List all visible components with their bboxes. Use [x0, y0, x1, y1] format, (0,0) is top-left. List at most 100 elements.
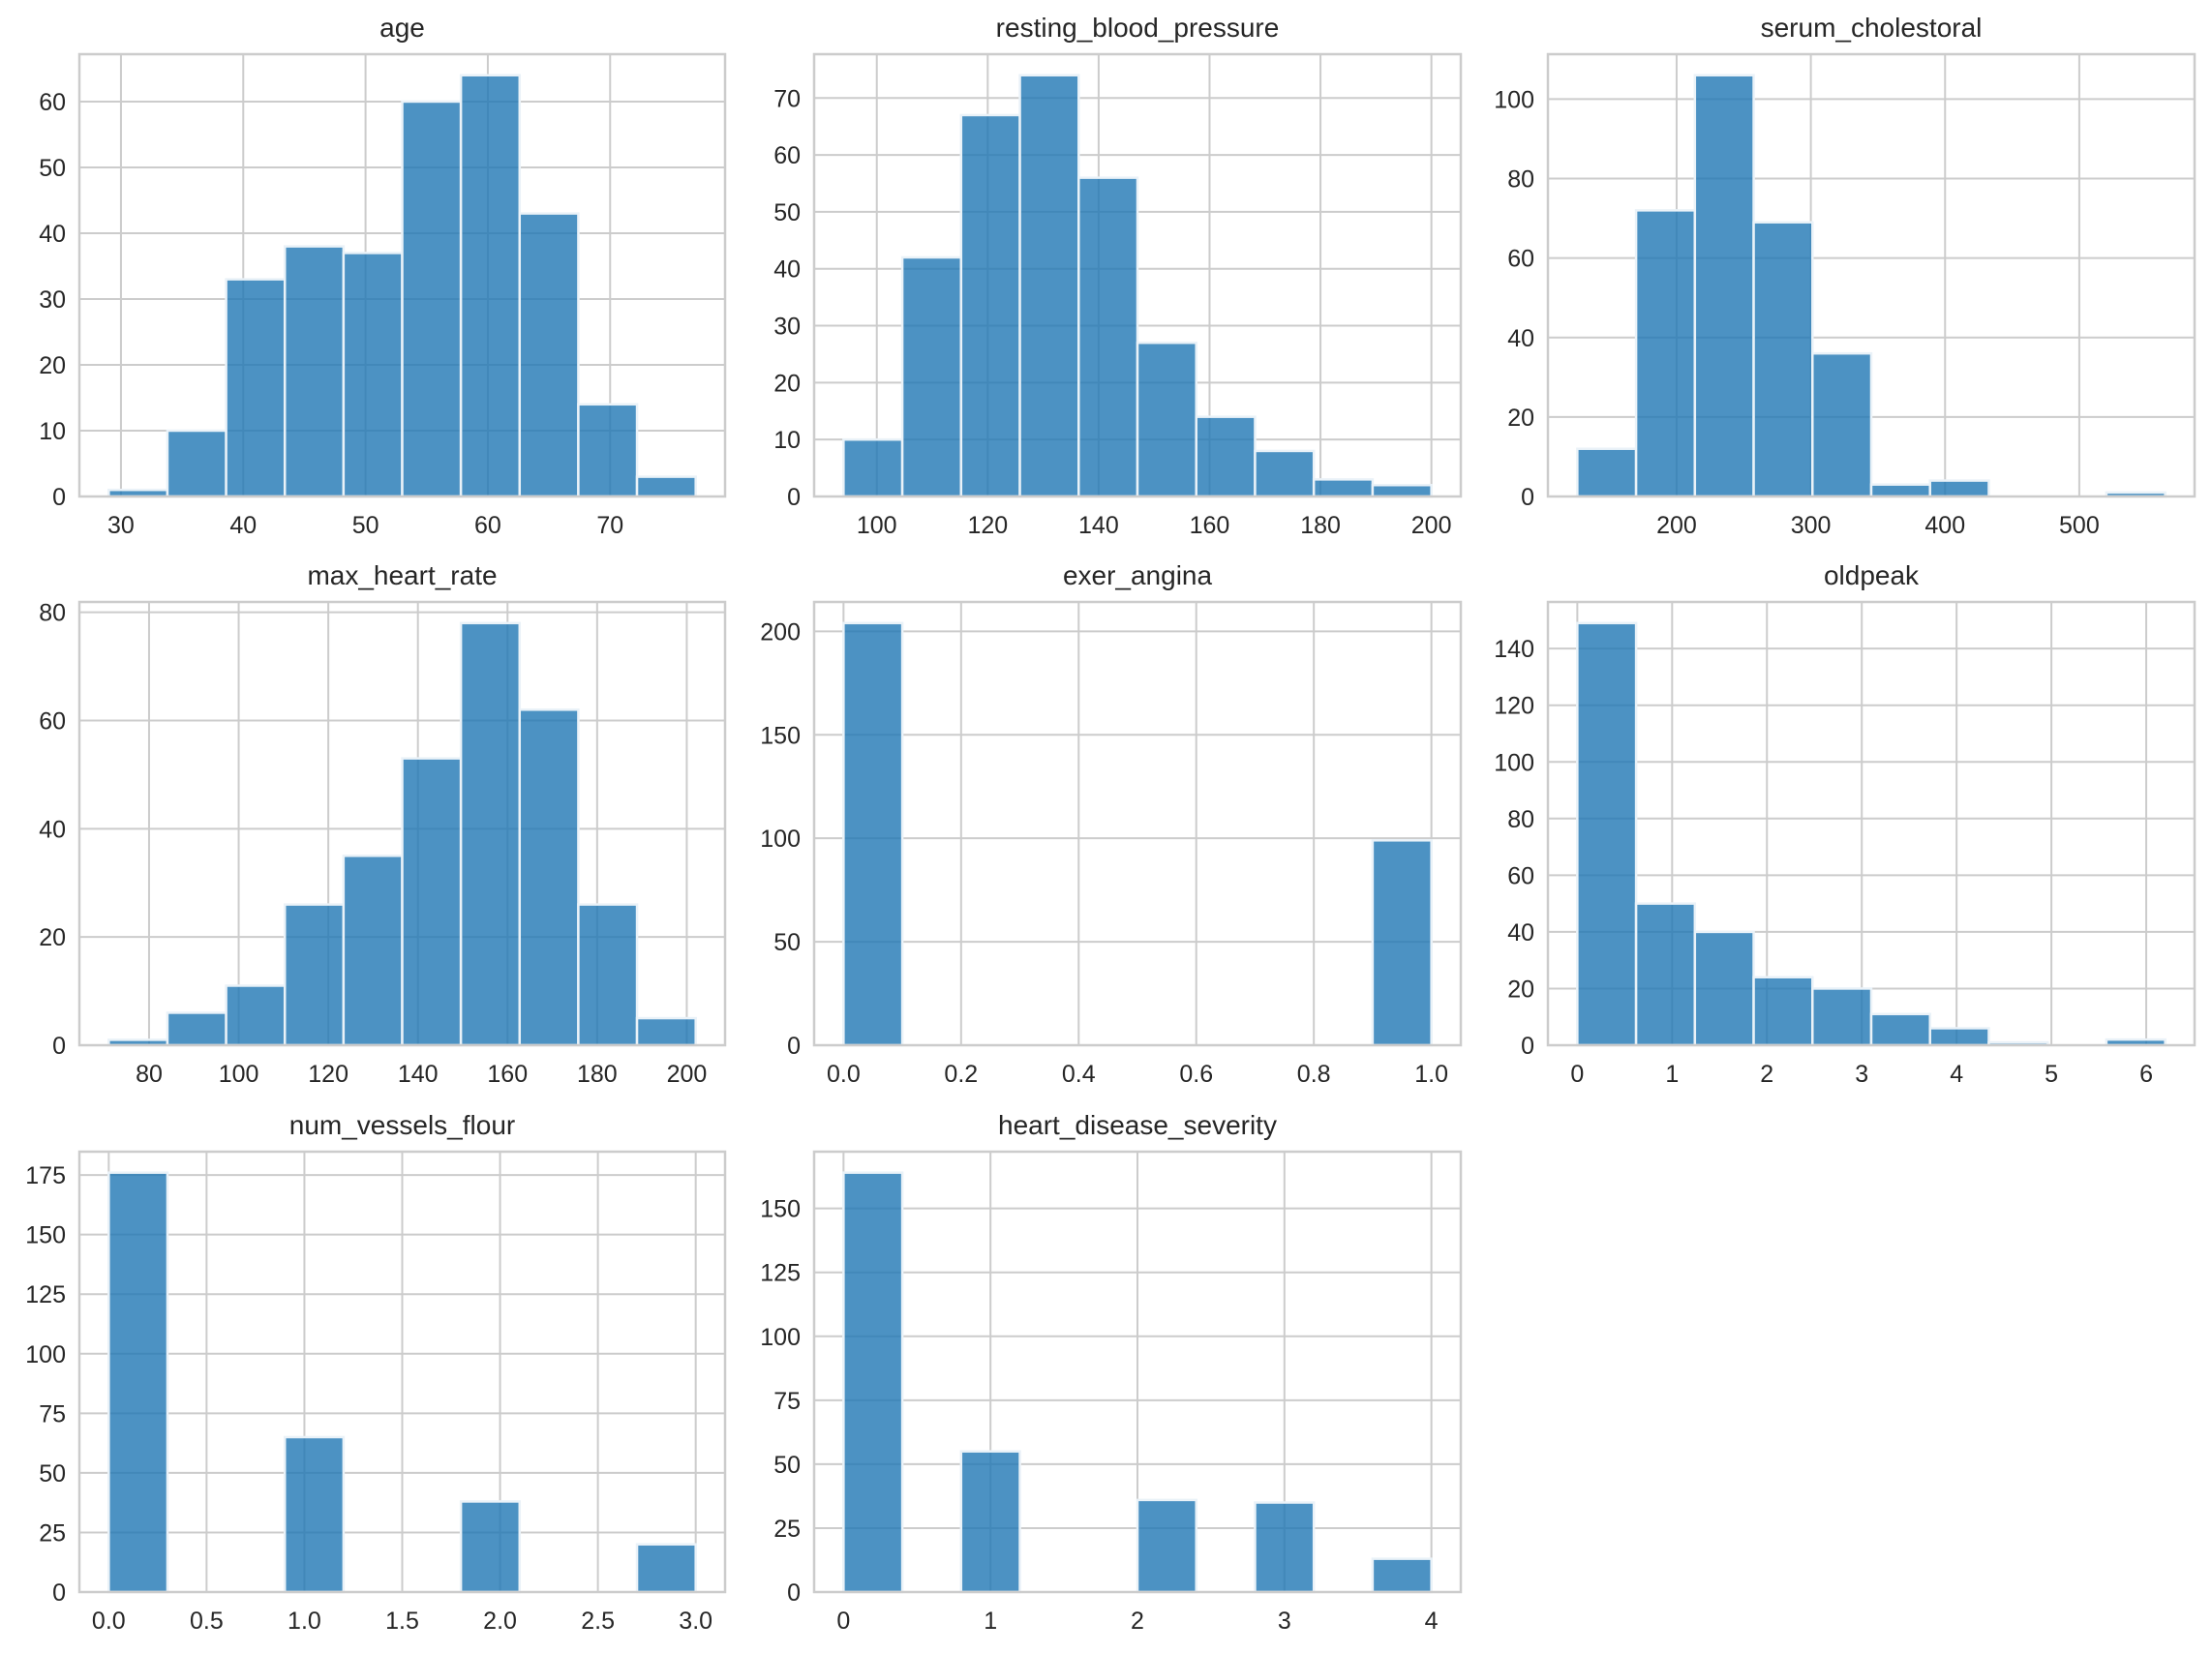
histogram-bar [1576, 621, 1638, 1047]
y-tick-label: 10 [39, 418, 66, 445]
x-tick-label: 0 [836, 1608, 850, 1635]
y-tick-label: 25 [39, 1519, 66, 1547]
y-tick-label: 175 [25, 1162, 66, 1189]
y-tick-label: 50 [773, 199, 801, 226]
x-tick-label: 160 [487, 1061, 528, 1088]
histogram-bar [283, 245, 346, 498]
y-tick-label: 150 [760, 1196, 801, 1223]
y-tick-label: 150 [25, 1222, 66, 1249]
y-tick-label: 0 [787, 484, 801, 511]
y-tick-label: 20 [1507, 976, 1534, 1003]
y-tick-label: 0 [52, 1579, 66, 1607]
subplot-title: age [379, 13, 425, 43]
histogram-bar [166, 1011, 227, 1047]
axes-frame [77, 52, 727, 498]
x-tick-label: 2.0 [483, 1608, 517, 1635]
histogram-bar [900, 255, 963, 498]
x-tick-label: 0 [1570, 1061, 1584, 1088]
histogram-bar [342, 252, 404, 498]
y-tick-label: 0 [52, 484, 66, 511]
x-tick-label: 180 [1300, 512, 1341, 539]
y-tick-label: 75 [773, 1388, 801, 1415]
histogram-bar [1195, 415, 1257, 498]
y-tick-label: 60 [773, 142, 801, 169]
x-tick-label: 5 [2045, 1061, 2058, 1088]
x-tick-label: 120 [967, 512, 1008, 539]
y-tick-label: 100 [1494, 749, 1534, 776]
subplot-title: resting_blood_pressure [996, 13, 1280, 43]
x-tick-label: 120 [308, 1061, 348, 1088]
y-tick-label: 100 [760, 1324, 801, 1351]
subplot-title: serum_cholestoral [1761, 13, 1983, 43]
subplot-num-vessels-flour: num_vessels_flour 0.0 0.5 1.0 1.5 2.0 2.5 3.0 0 2… [25, 1110, 727, 1635]
x-tick-label: 0.0 [827, 1061, 861, 1088]
y-tick-label: 20 [39, 924, 66, 951]
y-tick-label: 0 [1521, 484, 1534, 511]
histogram-bar [283, 1435, 346, 1594]
x-tick-label: 0.0 [92, 1608, 126, 1635]
x-tick-label: 4 [1950, 1061, 1963, 1088]
x-tick-label: 500 [2059, 512, 2100, 539]
y-tick-label: 50 [39, 1460, 66, 1488]
histogram-bar [1752, 976, 1814, 1047]
histogram-bar [1576, 447, 1638, 498]
y-tick-label: 100 [1494, 86, 1534, 113]
x-tick-label: 200 [1656, 512, 1697, 539]
subplot-serum-cholestoral: serum_cholestoral 200 300 400 500 0 20 40 60 80 10… [1494, 13, 2197, 539]
x-tick-label: 0.2 [944, 1061, 978, 1088]
histogram-bar [1371, 483, 1433, 498]
subplot-title: max_heart_rate [307, 560, 497, 590]
axes-frame [1546, 600, 2197, 1047]
histogram-bar [401, 100, 463, 498]
plot-area [814, 602, 1461, 1045]
histogram-bar [1634, 209, 1697, 498]
x-tick-label: 30 [107, 512, 135, 539]
subplot-heart-disease-severity: heart_disease_severity 0 1 2 3 4 0 25 50 75 100 125… [760, 1110, 1463, 1635]
subplot-title: heart_disease_severity [998, 1110, 1277, 1140]
y-tick-label: 140 [1494, 636, 1534, 663]
histogram-bar [577, 403, 639, 498]
histogram-bar [459, 621, 522, 1047]
histogram-bar [1869, 483, 1931, 498]
y-tick-label: 0 [1521, 1033, 1534, 1060]
x-tick-label: 50 [352, 512, 379, 539]
histogram-bar [283, 903, 346, 1047]
x-tick-label: 2 [1131, 1608, 1144, 1635]
x-tick-label: 4 [1425, 1608, 1439, 1635]
histogram-bar [959, 113, 1021, 498]
y-tick-label: 40 [1507, 325, 1534, 352]
y-tick-label: 70 [773, 85, 801, 112]
y-tick-label: 100 [760, 826, 801, 853]
x-tick-label: 140 [1078, 512, 1119, 539]
histogram-bar [1254, 1501, 1316, 1594]
y-tick-label: 30 [39, 286, 66, 314]
y-tick-label: 40 [1507, 919, 1534, 947]
histogram-bar [1077, 176, 1139, 498]
subplot-title: oldpeak [1824, 560, 1920, 590]
histogram-bar [1254, 449, 1316, 498]
y-tick-label: 80 [1507, 806, 1534, 833]
y-tick-label: 50 [39, 155, 66, 182]
histogram-bar [1811, 351, 1873, 498]
y-tick-label: 20 [39, 352, 66, 379]
histogram-bar [635, 475, 697, 498]
histogram-bar [1811, 987, 1873, 1047]
histogram-bar [225, 984, 287, 1047]
y-tick-label: 125 [25, 1281, 66, 1308]
x-tick-label: 1 [1665, 1061, 1679, 1088]
histogram-bar [1752, 221, 1814, 498]
histogram-bar [342, 855, 404, 1047]
histogram-bar [1312, 478, 1375, 498]
x-tick-label: 400 [1924, 512, 1965, 539]
x-tick-label: 300 [1791, 512, 1832, 539]
histogram-bar [1136, 1498, 1197, 1594]
x-tick-label: 3 [1278, 1608, 1291, 1635]
y-tick-label: 100 [25, 1341, 66, 1368]
x-tick-label: 40 [229, 512, 257, 539]
x-tick-label: 180 [577, 1061, 618, 1088]
y-tick-label: 25 [773, 1516, 801, 1543]
histogram-bar [959, 1450, 1021, 1594]
x-tick-label: 200 [1411, 512, 1452, 539]
